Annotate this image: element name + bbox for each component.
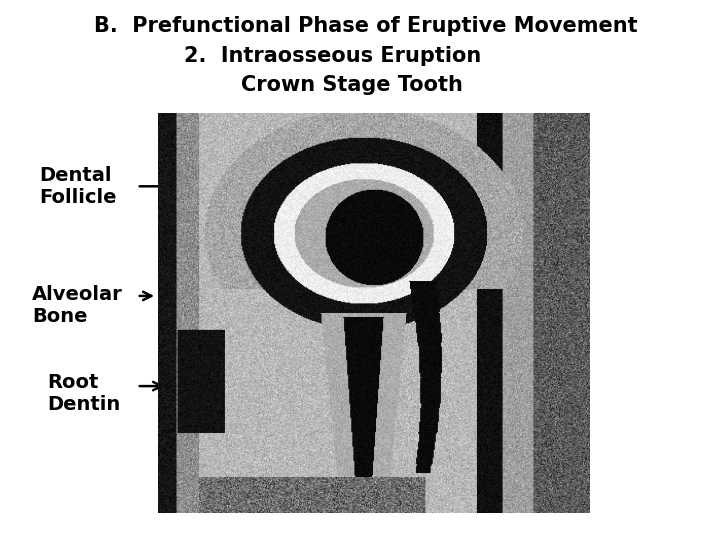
Text: Crown Stage Tooth: Crown Stage Tooth: [241, 75, 463, 94]
Text: Root
Dentin: Root Dentin: [47, 373, 120, 414]
Text: 2.  Intraosseous Eruption: 2. Intraosseous Eruption: [184, 46, 481, 66]
Text: B.  Prefunctional Phase of Eruptive Movement: B. Prefunctional Phase of Eruptive Movem…: [94, 16, 637, 36]
Text: Alveolar
Bone: Alveolar Bone: [32, 285, 123, 326]
Text: Dental
Follicle: Dental Follicle: [40, 166, 117, 207]
